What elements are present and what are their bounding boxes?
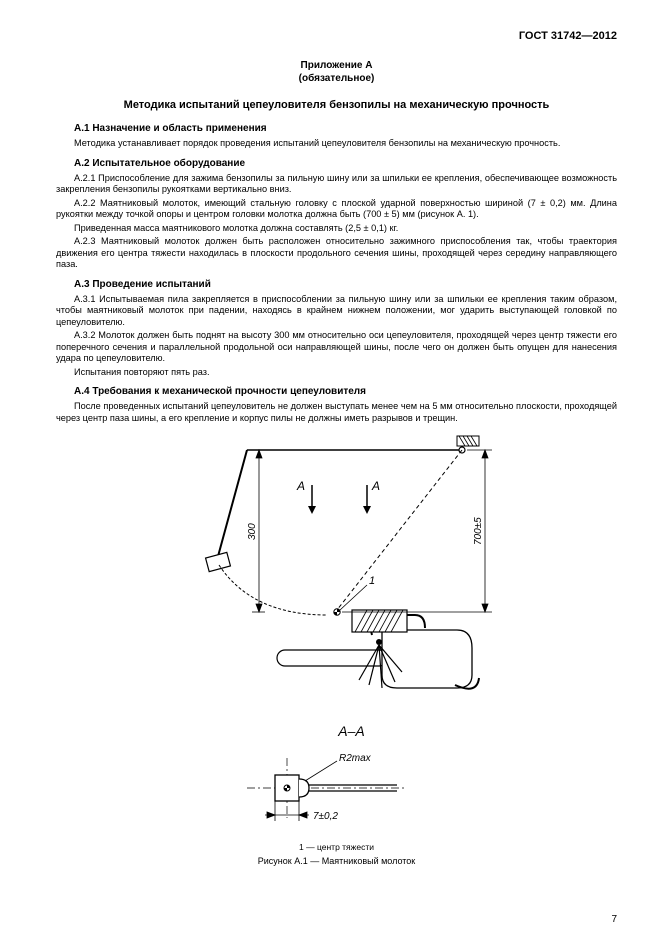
para-a3-1: А.3.1 Испытываемая пила закрепляется в п… <box>56 294 617 329</box>
para-a2-4: А.2.3 Маятниковый молоток должен быть ра… <box>56 236 617 271</box>
appendix-line-2: (обязательное) <box>299 73 375 84</box>
figure-caption: Рисунок А.1 — Маятниковый молоток <box>56 856 617 866</box>
heading-a2: А.2 Испытательное оборудование <box>74 158 617 169</box>
appendix-title: Приложение А (обязательное) <box>56 60 617 85</box>
dim-300: 300 <box>247 523 258 540</box>
heading-a4: А.4 Требования к механической прочности … <box>74 386 617 397</box>
document-id: ГОСТ 31742—2012 <box>56 30 617 42</box>
para-a4-1: После проведенных испытаний цепеуловител… <box>56 401 617 424</box>
page-number: 7 <box>611 914 617 925</box>
dim-700: 700±5 <box>473 517 484 545</box>
appendix-line-1: Приложение А <box>301 60 373 71</box>
dim-r2max: R2max <box>339 753 372 764</box>
figure-legend: 1 — центр тяжести <box>56 842 617 852</box>
label-a-left: А <box>296 479 305 493</box>
para-a2-2: А.2.2 Маятниковый молоток, имеющий сталь… <box>56 198 617 221</box>
para-a2-3: Приведенная масса маятникового молотка д… <box>56 223 617 235</box>
figure-main: 1 А А 300 <box>56 430 617 715</box>
heading-a3: А.3 Проведение испытаний <box>74 279 617 290</box>
page: ГОСТ 31742—2012 Приложение А (обязательн… <box>0 0 661 935</box>
label-1: 1 <box>369 575 375 587</box>
figure-section: А–А R2max <box>56 723 617 838</box>
para-a3-3: Испытания повторяют пять раз. <box>56 367 617 379</box>
para-a2-1: А.2.1 Приспособление для зажима бензопил… <box>56 173 617 196</box>
section-label-aa: А–А <box>86 723 617 739</box>
figure-section-diagram: R2max 7±0,2 <box>227 743 447 833</box>
figure-pendulum-diagram: 1 А А 300 <box>157 430 517 710</box>
heading-a1: А.1 Назначение и область применения <box>74 123 617 134</box>
para-a1-1: Методика устанавливает порядок проведени… <box>56 138 617 150</box>
para-a3-2: А.3.2 Молоток должен быть поднят на высо… <box>56 330 617 365</box>
label-a-right: А <box>371 479 380 493</box>
dim-7: 7±0,2 <box>313 811 338 822</box>
main-title: Методика испытаний цепеуловителя бензопи… <box>56 99 617 111</box>
